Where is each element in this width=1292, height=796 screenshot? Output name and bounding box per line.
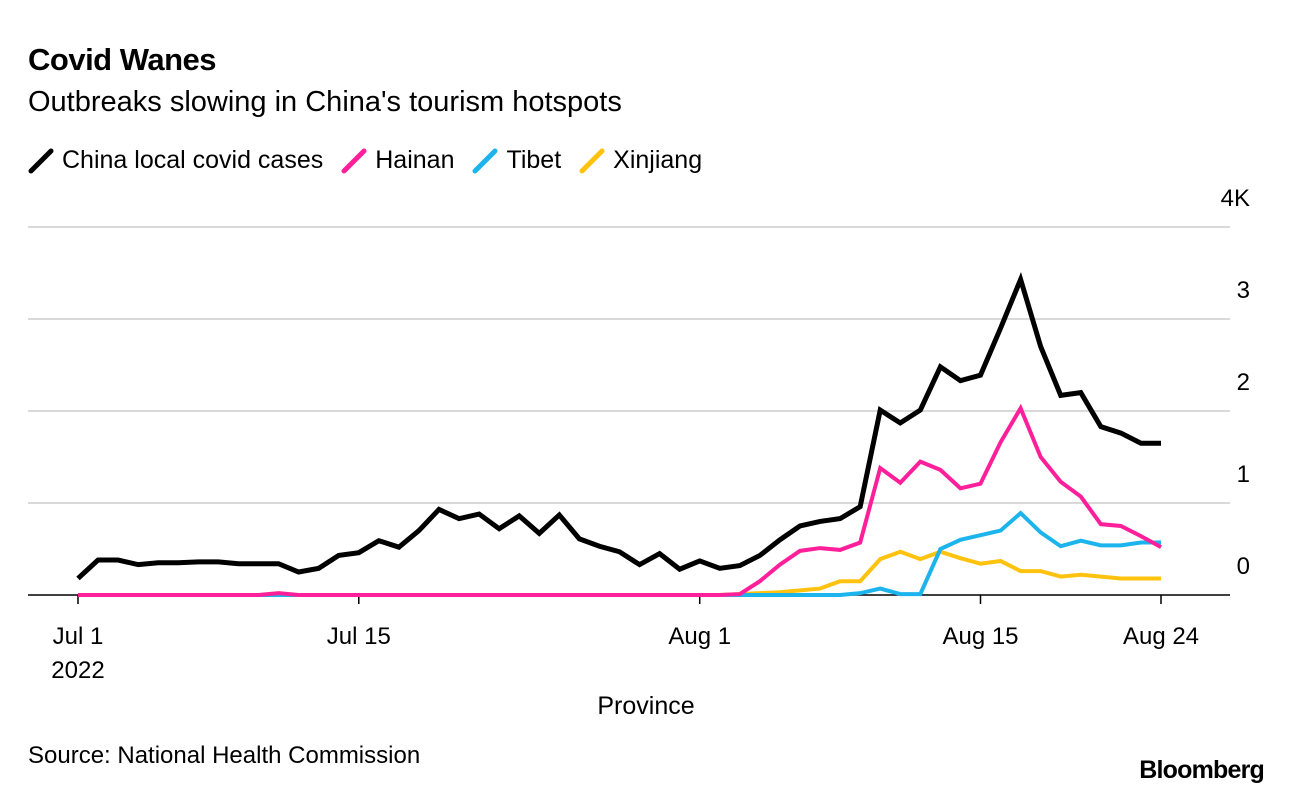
legend-item: China local covid cases: [28, 146, 323, 175]
legend-swatch: [579, 148, 605, 173]
chart-title: Covid Wanes: [28, 42, 217, 77]
x-tick-label: Aug 24: [1122, 623, 1200, 650]
legend-item: Hainan: [341, 146, 454, 175]
legend-label: China local covid cases: [62, 146, 324, 174]
legend-swatch: [341, 148, 367, 173]
x-tick-label: Jul 15: [326, 623, 391, 650]
brand: Bloomberg: [1139, 756, 1265, 784]
y-tick-label: 3: [1236, 277, 1250, 304]
chart-subtitle: Outbreaks slowing in China's tourism hot…: [28, 86, 622, 118]
legend-label: Hainan: [375, 146, 455, 174]
legend-swatch: [28, 148, 54, 173]
legend-stroke: [341, 148, 367, 173]
y-tick-label: 0: [1236, 553, 1250, 580]
y-tick-label: 4K: [1220, 185, 1250, 212]
legend-item: Tibet: [472, 146, 561, 175]
legend-label: Tibet: [506, 146, 562, 174]
legend-stroke: [579, 148, 605, 173]
legend-stroke: [472, 148, 498, 173]
legend-label: Xinjiang: [613, 146, 703, 174]
legend-item: Xinjiang: [579, 146, 702, 175]
legend-stroke: [28, 148, 54, 173]
x-tick-label: Jul 1 2022: [51, 623, 105, 684]
x-tick-label: Aug 1: [668, 623, 732, 650]
series-line: [76, 271, 1161, 581]
legend: China local covid cases Hainan Tibet Xinjia…: [28, 146, 720, 175]
series-line: [78, 403, 1162, 597]
legend-swatch: [472, 148, 498, 173]
y-tick-label: 1: [1236, 461, 1250, 488]
source: Source: National Health Commission: [28, 742, 421, 769]
y-tick-label: 2: [1236, 369, 1250, 396]
x-tick-label: Aug 15: [942, 623, 1019, 650]
x-axis-label: Province: [597, 692, 695, 720]
series-line: [78, 549, 1161, 597]
